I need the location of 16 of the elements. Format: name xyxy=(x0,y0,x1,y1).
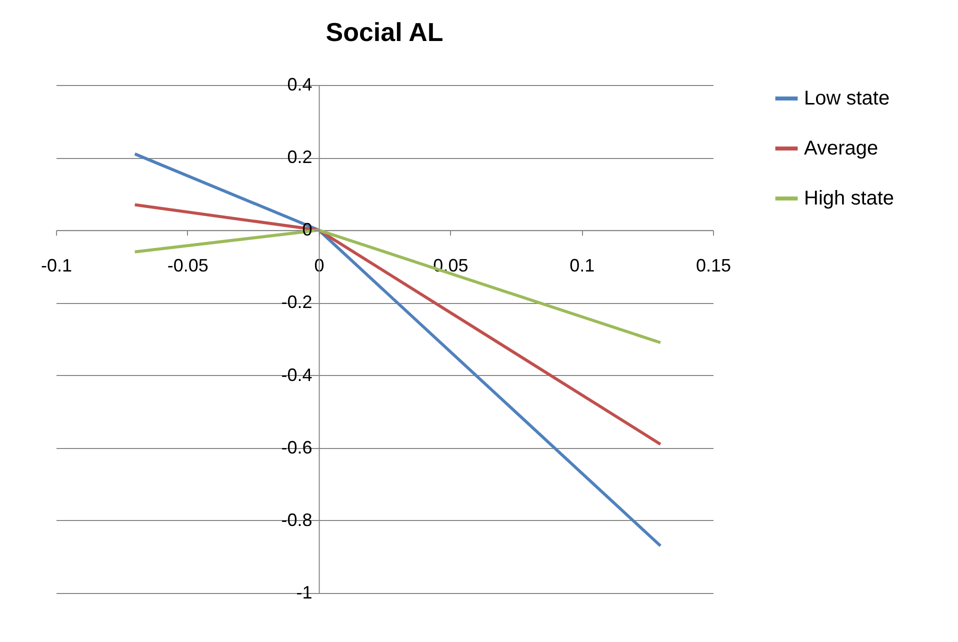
y-tick-label: -0.8 xyxy=(281,510,312,530)
legend-label: Average xyxy=(804,138,878,160)
x-tick-label: -0.1 xyxy=(40,256,72,276)
y-tick-label: 0.2 xyxy=(287,147,312,168)
y-tick-label: -0.2 xyxy=(281,292,312,312)
x-tick-label: 0.1 xyxy=(570,256,595,276)
y-tick-label: -1 xyxy=(296,582,312,602)
x-tick-label: -0.05 xyxy=(167,256,208,276)
y-tick-label: 0 xyxy=(302,220,312,240)
legend-label: High state xyxy=(804,188,894,210)
chart-title: Social AL xyxy=(326,17,444,47)
y-tick-label: 0.4 xyxy=(287,74,312,94)
x-tick-label: 0.15 xyxy=(696,256,732,276)
y-tick-label: -0.4 xyxy=(281,364,312,385)
legend-label: Low state xyxy=(804,88,890,110)
y-tick-label: -0.6 xyxy=(281,437,312,458)
